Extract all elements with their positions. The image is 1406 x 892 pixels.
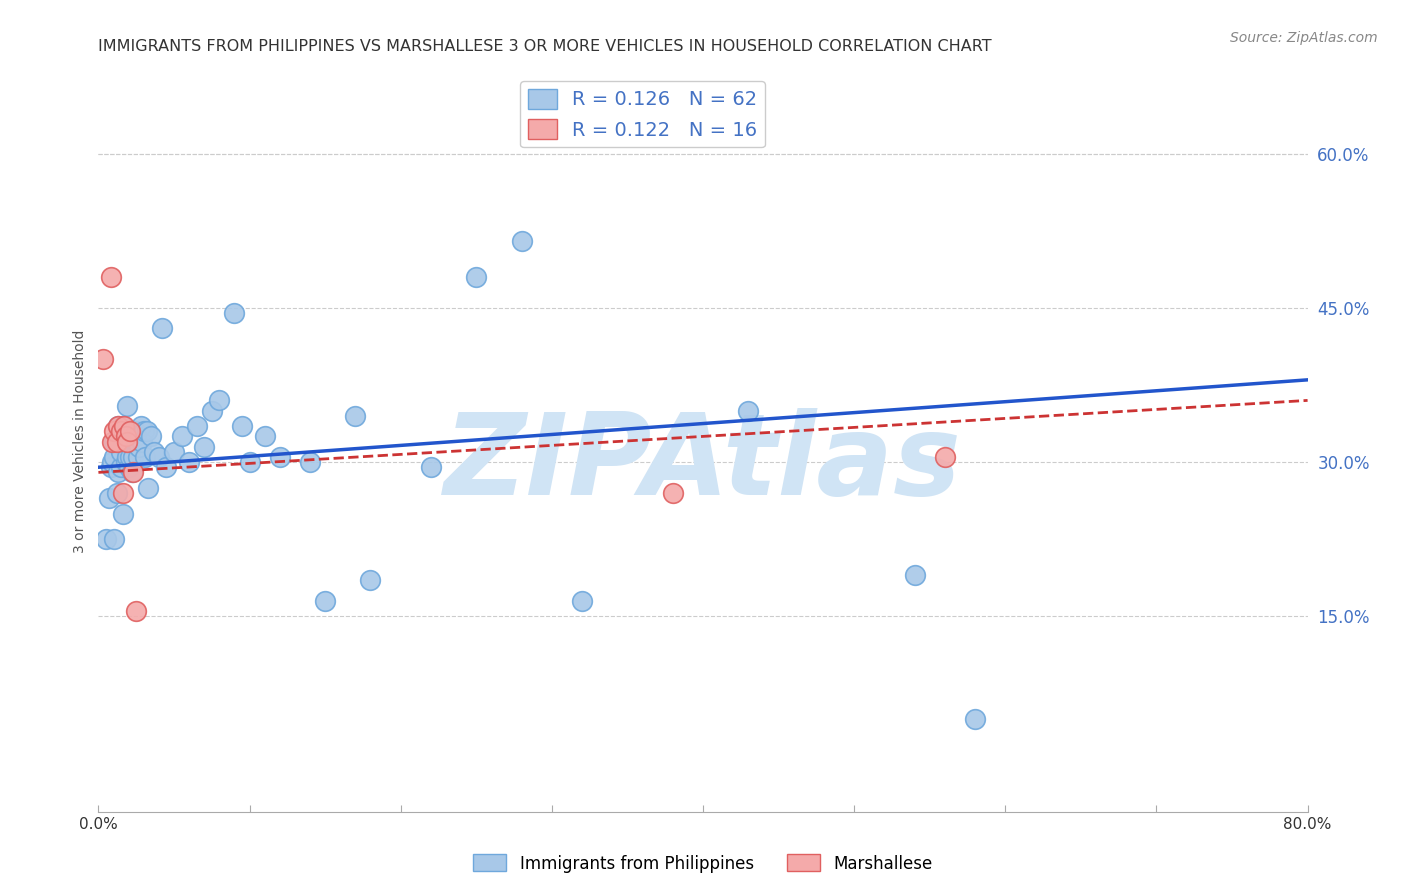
Point: [186, 419, 208, 434]
Point: [129, 419, 152, 434]
Point: [107, 419, 129, 434]
Point: [127, 450, 149, 464]
Point: [344, 409, 367, 423]
Text: ZIPAtlas: ZIPAtlas: [444, 409, 962, 519]
Point: [571, 594, 593, 608]
Point: [114, 424, 136, 438]
Point: [253, 429, 276, 443]
Point: [193, 440, 215, 454]
Point: [134, 450, 156, 464]
Point: [904, 568, 927, 582]
Point: [231, 419, 253, 434]
Point: [115, 399, 138, 413]
Point: [114, 429, 136, 443]
Point: [128, 440, 150, 454]
Point: [107, 419, 129, 434]
Y-axis label: 3 or more Vehicles in Household: 3 or more Vehicles in Household: [73, 330, 87, 553]
Point: [122, 466, 145, 480]
Point: [120, 424, 142, 438]
Point: [360, 574, 382, 588]
Point: [103, 434, 125, 449]
Legend: Immigrants from Philippines, Marshallese: Immigrants from Philippines, Marshallese: [467, 847, 939, 880]
Point: [105, 434, 128, 449]
Point: [150, 321, 173, 335]
Point: [125, 429, 148, 443]
Point: [135, 424, 157, 438]
Point: [143, 445, 166, 459]
Point: [91, 352, 114, 367]
Point: [107, 466, 129, 480]
Text: IMMIGRANTS FROM PHILIPPINES VS MARSHALLESE 3 OR MORE VEHICLES IN HOUSEHOLD CORRE: IMMIGRANTS FROM PHILIPPINES VS MARSHALLE…: [98, 38, 993, 54]
Point: [661, 486, 683, 500]
Point: [122, 450, 145, 464]
Point: [201, 403, 224, 417]
Point: [239, 455, 262, 469]
Point: [269, 450, 291, 464]
Point: [125, 604, 148, 618]
Point: [100, 270, 122, 285]
Point: [100, 460, 122, 475]
Point: [934, 450, 956, 464]
Point: [111, 486, 134, 500]
Point: [465, 270, 488, 285]
Point: [132, 424, 155, 438]
Point: [224, 306, 246, 320]
Point: [103, 450, 125, 464]
Point: [163, 445, 186, 459]
Point: [314, 594, 336, 608]
Point: [965, 712, 987, 726]
Point: [114, 455, 136, 469]
Point: [110, 445, 132, 459]
Point: [115, 434, 138, 449]
Point: [208, 393, 231, 408]
Point: [737, 403, 759, 417]
Point: [121, 466, 143, 480]
Point: [111, 507, 134, 521]
Point: [420, 460, 443, 475]
Point: [136, 481, 159, 495]
Point: [112, 419, 135, 434]
Legend: R = 0.126   N = 62, R = 0.122   N = 16: R = 0.126 N = 62, R = 0.122 N = 16: [520, 81, 765, 147]
Point: [101, 434, 124, 449]
Point: [111, 419, 134, 434]
Point: [110, 429, 132, 443]
Point: [131, 434, 153, 449]
Point: [118, 429, 141, 443]
Point: [110, 460, 132, 475]
Point: [148, 450, 170, 464]
Point: [124, 424, 146, 438]
Point: [155, 460, 177, 475]
Point: [120, 450, 142, 464]
Point: [103, 424, 125, 438]
Point: [115, 450, 138, 464]
Point: [141, 429, 163, 443]
Point: [94, 533, 117, 547]
Point: [118, 460, 141, 475]
Point: [510, 234, 533, 248]
Point: [105, 486, 128, 500]
Point: [103, 533, 125, 547]
Point: [170, 429, 193, 443]
Point: [98, 491, 121, 505]
Text: Source: ZipAtlas.com: Source: ZipAtlas.com: [1230, 31, 1378, 45]
Point: [101, 455, 124, 469]
Point: [110, 424, 132, 438]
Point: [179, 455, 201, 469]
Point: [299, 455, 322, 469]
